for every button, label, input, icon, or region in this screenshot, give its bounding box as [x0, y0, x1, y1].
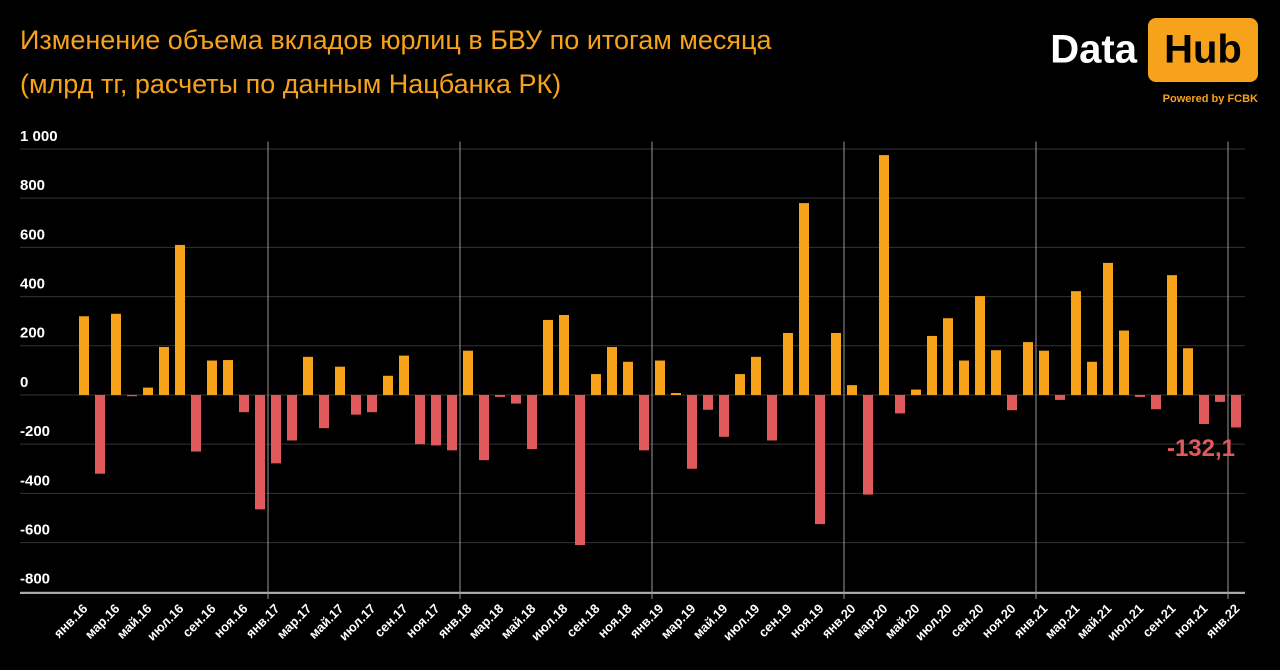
bar — [591, 374, 601, 395]
bar — [1007, 394, 1017, 411]
y-tick-label: 400 — [20, 276, 45, 293]
bar — [1071, 291, 1081, 395]
logo-right: Hub — [1164, 28, 1242, 72]
bar — [431, 394, 441, 446]
bar — [351, 394, 361, 415]
bar — [527, 394, 537, 450]
bar — [191, 394, 201, 452]
y-tick-label: -200 — [20, 423, 50, 440]
bar — [895, 394, 905, 414]
bar — [319, 394, 329, 429]
bar — [1103, 262, 1113, 395]
bar — [543, 319, 553, 395]
bar — [655, 360, 665, 395]
bar — [287, 394, 297, 441]
bar — [495, 394, 505, 397]
bar — [479, 394, 489, 461]
bar — [159, 347, 169, 395]
bar — [991, 350, 1001, 395]
bar — [143, 387, 153, 395]
bar — [111, 313, 121, 395]
chart-title: Изменение объема вкладов юрлиц в БВУ по … — [20, 25, 772, 55]
bar — [1119, 330, 1129, 395]
bar — [1183, 348, 1193, 395]
bar — [815, 394, 825, 525]
bar — [175, 244, 185, 395]
bar — [687, 394, 697, 469]
y-tick-label: 1 000 — [20, 128, 58, 145]
bar — [447, 394, 457, 451]
bar — [927, 335, 937, 395]
bar — [399, 355, 409, 395]
bar — [671, 393, 681, 395]
bar — [639, 394, 649, 451]
bar — [879, 155, 889, 395]
bar — [367, 394, 377, 413]
bar — [959, 360, 969, 395]
logo-tagline: Powered by FCBK — [1163, 93, 1258, 105]
bar — [559, 315, 569, 395]
bar — [127, 394, 137, 397]
value-label: -132,1 — [1167, 435, 1235, 462]
bar — [255, 394, 265, 510]
bar — [1215, 394, 1225, 402]
y-tick-label: -600 — [20, 522, 50, 539]
chart-subtitle: (млрд тг, расчеты по данным Нацбанка РК) — [20, 69, 561, 99]
bar — [975, 296, 985, 395]
bar — [1167, 275, 1177, 395]
bar — [1231, 394, 1241, 428]
bar — [911, 389, 921, 395]
bar — [303, 356, 313, 395]
bar — [271, 394, 281, 464]
bar — [623, 361, 633, 395]
bar — [1055, 394, 1065, 400]
bar — [751, 356, 761, 395]
y-tick-label: 0 — [20, 374, 28, 391]
y-tick-label: -800 — [20, 571, 50, 588]
bar — [223, 360, 233, 395]
bar — [463, 350, 473, 395]
bar — [95, 394, 105, 474]
bar — [415, 394, 425, 445]
bar — [719, 394, 729, 437]
logo-left: Data — [1050, 28, 1137, 72]
bar — [383, 375, 393, 395]
logo-box — [1148, 18, 1258, 82]
bar — [335, 366, 345, 395]
y-tick-label: 200 — [20, 325, 45, 342]
bar — [79, 316, 89, 395]
bar — [239, 394, 249, 413]
bar — [1151, 394, 1161, 410]
bar — [831, 332, 841, 395]
bar — [847, 385, 857, 395]
bar — [1135, 394, 1145, 397]
bar — [767, 394, 777, 441]
bar — [511, 394, 521, 404]
bar — [575, 394, 585, 546]
bar — [1023, 342, 1033, 395]
bar — [207, 360, 217, 395]
bar — [1039, 350, 1049, 395]
y-tick-label: -400 — [20, 472, 50, 489]
bar — [703, 394, 713, 410]
bar — [1199, 394, 1209, 425]
bar — [1087, 361, 1097, 395]
bar — [863, 394, 873, 495]
bar — [799, 203, 809, 395]
bar — [783, 332, 793, 395]
y-tick-label: 800 — [20, 177, 45, 194]
bar — [943, 318, 953, 395]
bar — [735, 374, 745, 395]
bar — [607, 347, 617, 395]
y-tick-label: 600 — [20, 226, 45, 243]
